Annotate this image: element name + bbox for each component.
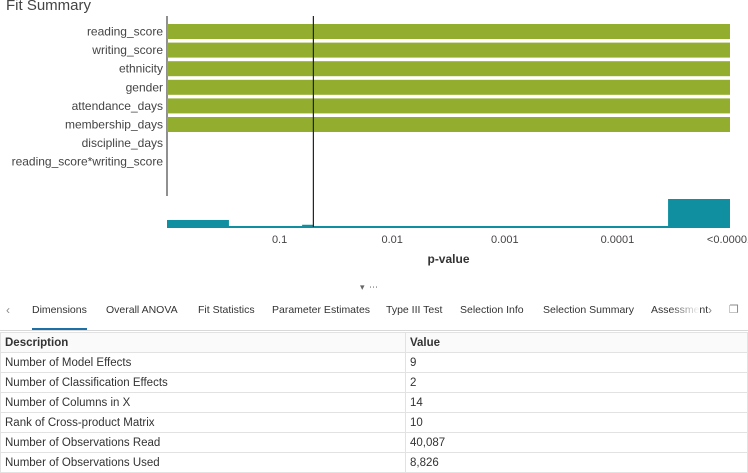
row-description: Number of Columns in X — [0, 392, 406, 413]
splitter-handle-icon[interactable]: ▾ ⋯ — [360, 282, 380, 292]
x-axis-label: p-value — [427, 252, 469, 266]
tab-parameter-estimates[interactable]: Parameter Estimates — [272, 304, 371, 316]
dimensions-table: Description Value Number of Model Effect… — [0, 332, 748, 473]
tab-fit-statistics[interactable]: Fit Statistics — [198, 304, 255, 316]
effect-bar — [167, 79, 730, 95]
row-value: 40,087 — [405, 432, 748, 453]
category-label: attendance_days — [72, 99, 163, 113]
fit-summary-chart: reading_score writing_score ethnicity gende… — [0, 16, 748, 272]
tab-scroll-left-icon[interactable]: ‹ — [6, 303, 10, 317]
row-value: 2 — [405, 372, 748, 393]
category-label: gender — [126, 80, 163, 94]
table-row: Number of Observations Used 8,826 — [0, 452, 748, 473]
row-description: Number of Classification Effects — [0, 372, 406, 393]
effect-bar — [167, 61, 730, 77]
histogram-bar — [167, 220, 229, 227]
tab-selection-info[interactable]: Selection Info — [460, 304, 524, 316]
tab-dimensions[interactable]: Dimensions — [32, 292, 87, 330]
results-tab-bar: ‹ Dimensions Overall ANOVA Fit Statistic… — [0, 292, 748, 331]
column-header-value[interactable]: Value — [405, 332, 748, 353]
tab-selection-summary[interactable]: Selection Summary — [543, 304, 635, 316]
row-description: Number of Observations Used — [0, 452, 406, 473]
chart-title: Fit Summary — [6, 0, 92, 14]
table-row: Number of Classification Effects 2 — [0, 372, 748, 393]
tab-overflow-fade — [670, 292, 700, 329]
row-value: 9 — [405, 352, 748, 373]
effect-bar — [167, 98, 730, 114]
row-description: Number of Model Effects — [0, 352, 406, 373]
row-value: 8,826 — [405, 452, 748, 473]
panel-splitter[interactable]: ▾ ⋯ — [0, 282, 748, 292]
table-row: Number of Model Effects 9 — [0, 352, 748, 373]
category-label: writing_score — [91, 43, 163, 57]
table-row: Rank of Cross-product Matrix 10 — [0, 412, 748, 433]
effect-bar — [167, 24, 730, 39]
x-tick-label: 0.0001 — [601, 234, 635, 246]
x-tick-label: 0.001 — [491, 234, 519, 246]
x-tick-label: <0.00001 — [707, 234, 748, 246]
category-label: discipline_days — [82, 136, 163, 150]
effect-bar — [167, 42, 730, 58]
column-header-description[interactable]: Description — [0, 332, 406, 353]
fit-summary-svg: reading_score writing_score ethnicity gende… — [12, 16, 748, 266]
row-description: Number of Observations Read — [0, 432, 406, 453]
effect-bar — [167, 117, 730, 132]
row-value: 10 — [405, 412, 748, 433]
maximize-window-icon[interactable]: ❐ — [729, 304, 739, 316]
tab-overall-anova[interactable]: Overall ANOVA — [106, 304, 178, 316]
category-label: reading_score*writing_score — [12, 155, 164, 169]
histogram-bar — [302, 224, 314, 227]
row-value: 14 — [405, 392, 748, 413]
category-label: membership_days — [65, 118, 163, 132]
x-tick-label: 0.01 — [381, 234, 402, 246]
table-header-row: Description Value — [0, 332, 748, 353]
x-tick-label: 0.1 — [272, 234, 287, 246]
tab-type-iii-test[interactable]: Type III Test — [386, 304, 443, 316]
tab-scroll-right-icon[interactable]: › — [708, 303, 712, 317]
histogram-bar — [668, 199, 730, 227]
row-description: Rank of Cross-product Matrix — [0, 412, 406, 433]
category-label: ethnicity — [119, 62, 163, 76]
category-label: reading_score — [87, 25, 163, 39]
table-row: Number of Columns in X 14 — [0, 392, 748, 413]
table-row: Number of Observations Read 40,087 — [0, 432, 748, 453]
